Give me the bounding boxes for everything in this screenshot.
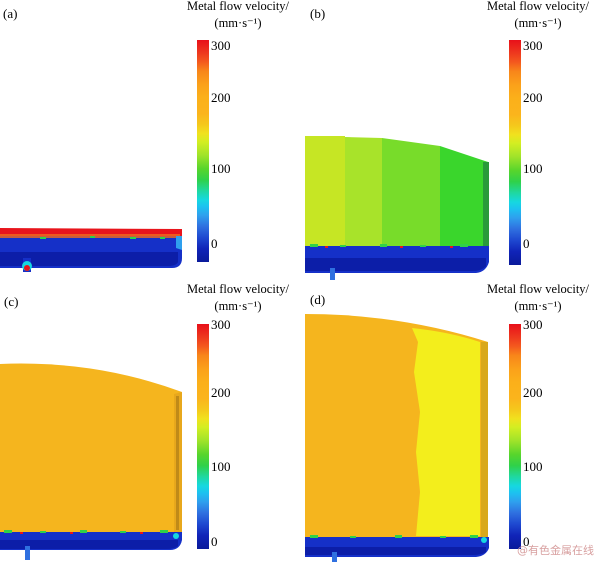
- colorbar-title-line1-b: Metal flow velocity/: [486, 0, 590, 13]
- watermark: @有色金属在线: [517, 544, 594, 557]
- melt-dark-a: [0, 252, 178, 266]
- front-speckle-a: [40, 236, 165, 239]
- colorbar-title-line2-d: (mm·s⁻¹): [514, 299, 562, 313]
- wall-edge-d: [481, 342, 488, 537]
- panel-d: (d) Metal flow velocity/ (mm·s⁻¹) 300 20…: [300, 282, 600, 563]
- panel-a: (a) Metal flow velocity/ (mm·s⁻¹) 300 20…: [0, 0, 300, 282]
- colorbar-b: [509, 40, 521, 265]
- band-2-b: [382, 138, 440, 246]
- colorbar-title-a: Metal flow velocity/ (mm·s⁻¹): [168, 0, 308, 32]
- tick-200-a: 200: [211, 90, 231, 105]
- yellow-band-d: [412, 328, 480, 536]
- tick-200-d: 200: [523, 385, 543, 400]
- band-3-b: [440, 146, 488, 246]
- contour-plot-a: [0, 228, 182, 272]
- colorbar-title-line2-b: (mm·s⁻¹): [514, 16, 562, 30]
- front-speckle-b: [310, 244, 468, 247]
- colorbar-title-line1-d: Metal flow velocity/: [486, 282, 590, 296]
- colorbar-title-c: Metal flow velocity/ (mm·s⁻¹): [168, 281, 308, 315]
- panel-label-b: (b): [310, 6, 326, 21]
- tick-100-b: 100: [523, 161, 543, 176]
- tick-0-b: 0: [523, 236, 530, 251]
- contour-plot-b: [305, 136, 489, 280]
- tick-0-d: 0: [523, 534, 530, 549]
- tick-100-a: 100: [211, 161, 231, 176]
- wall-edge-b: [483, 162, 489, 246]
- colorbar-title-d: Metal flow velocity/ (mm·s⁻¹): [468, 281, 600, 315]
- tick-200-c: 200: [211, 385, 231, 400]
- panel-label-d: (d): [310, 292, 326, 307]
- tick-300-d: 300: [523, 317, 543, 332]
- front-speckle-d: [310, 535, 478, 538]
- colorbar-title-line2-a: (mm·s⁻¹): [214, 16, 262, 30]
- tick-0-c: 0: [211, 534, 218, 549]
- colorbar-d: [509, 324, 521, 549]
- band-0-b: [305, 136, 345, 246]
- tick-0-a: 0: [211, 236, 218, 251]
- contour-plot-d: [305, 314, 489, 562]
- wall-edge-a: [176, 236, 182, 250]
- colorbar-title-line2-c: (mm·s⁻¹): [214, 299, 262, 313]
- panel-label-a: (a): [3, 6, 18, 21]
- panel-b: (b) Metal flow velocity/ (mm·s⁻¹) 300 20…: [300, 0, 600, 282]
- tick-200-b: 200: [523, 90, 543, 105]
- panel-label-c: (c): [4, 294, 19, 309]
- tick-300-a: 300: [211, 38, 231, 53]
- inlet-b: [330, 268, 335, 280]
- colorbar-title-line1-a: Metal flow velocity/: [186, 0, 290, 13]
- inlet-d: [332, 552, 337, 562]
- contour-plot-c: [0, 363, 182, 560]
- front-speckle-c: [4, 530, 168, 533]
- colorbar-a: [197, 40, 209, 262]
- melt-region-c: [0, 363, 182, 532]
- tick-100-d: 100: [523, 459, 543, 474]
- panel-c: (c) Metal flow velocity/ (mm·s⁻¹) 300 20…: [0, 282, 300, 563]
- colorbar-c: [197, 324, 209, 549]
- tick-300-c: 300: [211, 317, 231, 332]
- inlet-c: [25, 546, 30, 560]
- tick-300-b: 300: [523, 38, 543, 53]
- colorbar-title-line1-c: Metal flow velocity/: [186, 282, 290, 296]
- colorbar-title-b: Metal flow velocity/ (mm·s⁻¹): [468, 0, 600, 32]
- tick-100-c: 100: [211, 459, 231, 474]
